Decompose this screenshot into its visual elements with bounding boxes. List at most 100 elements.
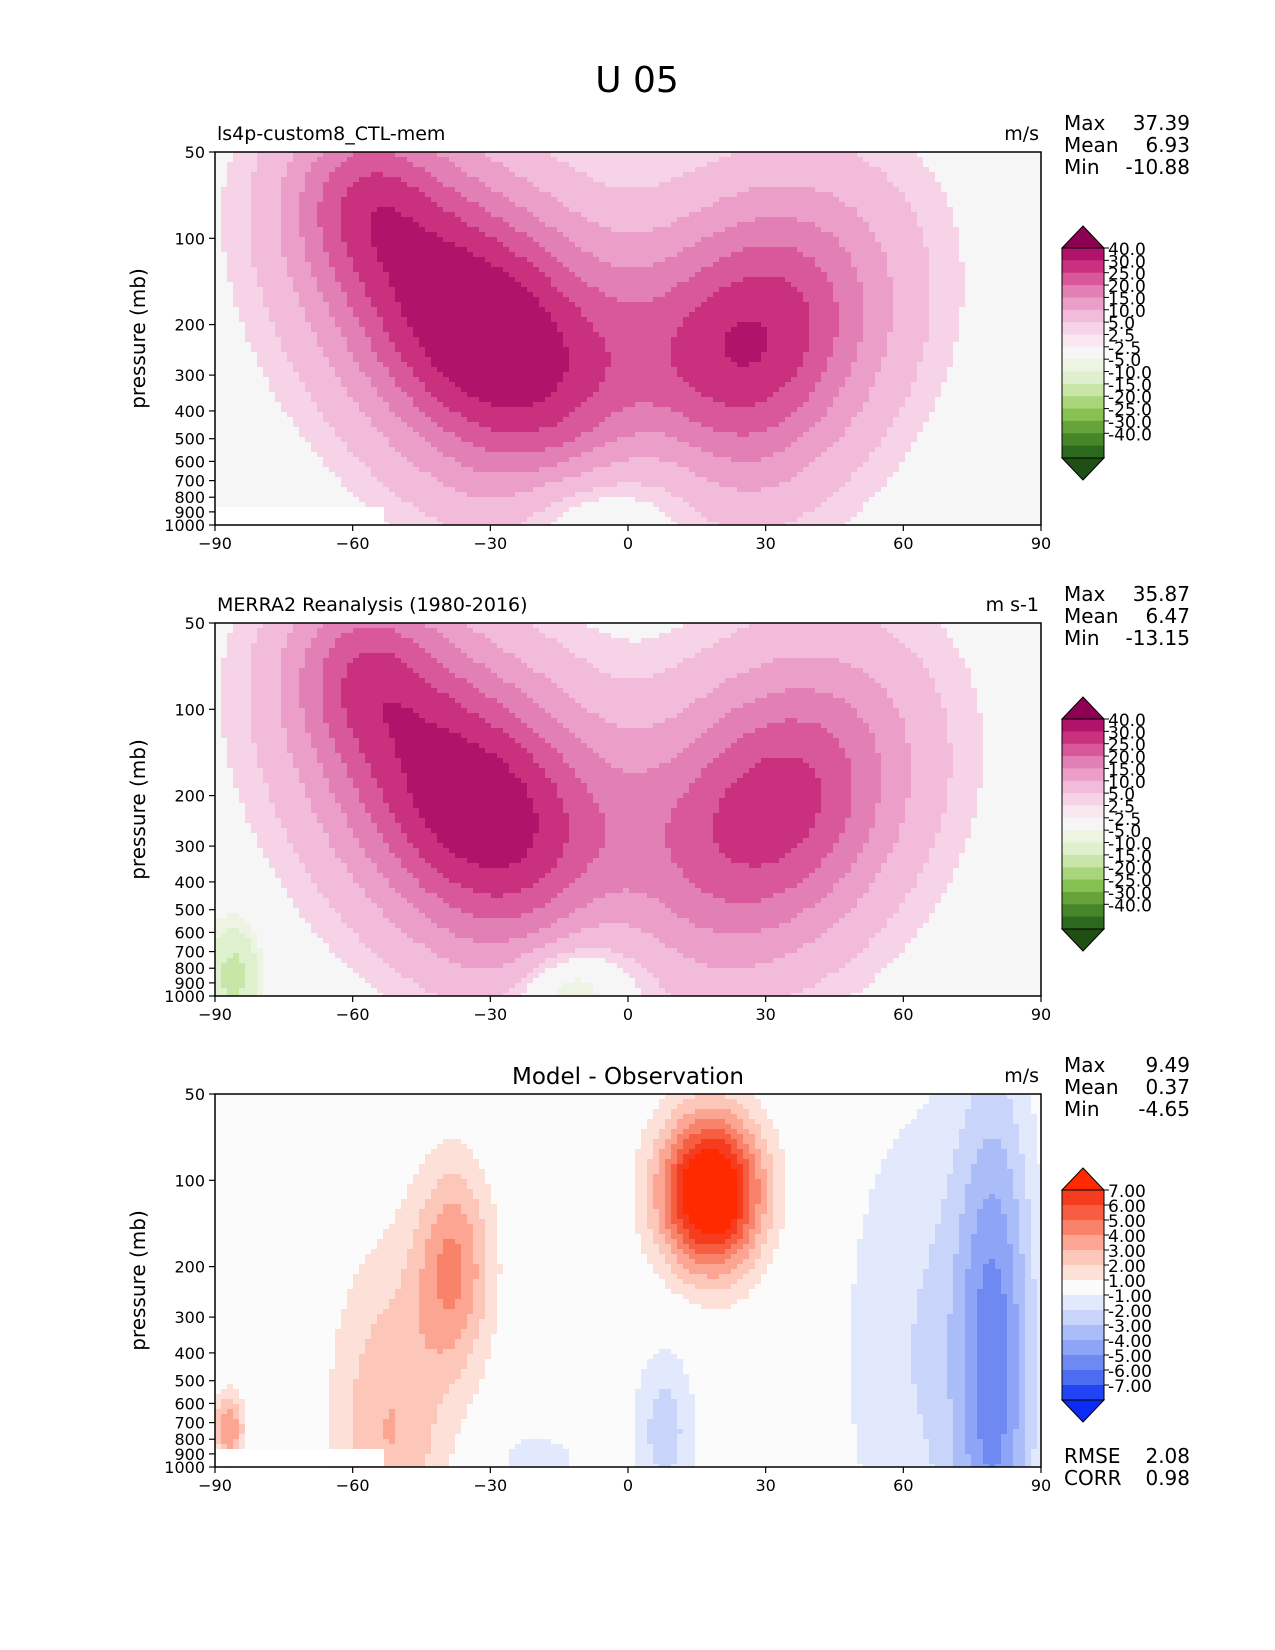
- contour-cell: [911, 252, 918, 258]
- contour-cell: [461, 307, 468, 313]
- contour-cell: [311, 187, 318, 193]
- contour-cell: [563, 317, 570, 323]
- contour-cell: [815, 172, 822, 178]
- contour-cell: [683, 257, 690, 263]
- contour-cell: [785, 167, 792, 173]
- contour-cell: [569, 272, 576, 278]
- contour-cell: [773, 207, 780, 213]
- contour-cell: [953, 282, 960, 288]
- contour-cell: [917, 292, 924, 298]
- contour-cell: [269, 157, 276, 163]
- contour-cell: [863, 152, 870, 158]
- contour-cell: [299, 152, 306, 158]
- contour-cell: [965, 177, 972, 183]
- contour-cell: [545, 262, 552, 268]
- contour-cell: [401, 162, 408, 168]
- contour-cell: [989, 257, 996, 263]
- contour-cell: [557, 197, 564, 203]
- contour-cell: [539, 297, 546, 303]
- contour-cell: [239, 167, 246, 173]
- contour-cell: [863, 297, 870, 303]
- contour-cell: [443, 222, 450, 228]
- contour-cell: [335, 257, 342, 263]
- contour-cell: [965, 182, 972, 188]
- contour-cell: [869, 277, 876, 283]
- contour-cell: [833, 247, 840, 253]
- contour-cell: [287, 172, 294, 178]
- contour-cell: [647, 267, 654, 273]
- contour-cell: [1031, 157, 1038, 163]
- contour-cell: [893, 252, 900, 258]
- contour-cell: [545, 327, 552, 333]
- contour-cell: [227, 207, 234, 213]
- contour-cell: [869, 312, 876, 318]
- contour-cell: [959, 317, 966, 323]
- contour-cell: [617, 237, 624, 243]
- contour-cell: [527, 232, 534, 238]
- contour-cell: [881, 317, 888, 323]
- contour-cell: [269, 202, 276, 208]
- contour-cell: [383, 287, 390, 293]
- contour-cell: [431, 317, 438, 323]
- contour-cell: [287, 217, 294, 223]
- contour-cell: [677, 232, 684, 238]
- contour-cell: [839, 222, 846, 228]
- contour-cell: [611, 247, 618, 253]
- contour-cell: [809, 262, 816, 268]
- contour-cell: [593, 237, 600, 243]
- contour-cell: [719, 227, 726, 233]
- contour-cell: [407, 172, 414, 178]
- contour-cell: [509, 217, 516, 223]
- contour-cell: [521, 192, 528, 198]
- contour-cell: [401, 262, 408, 268]
- contour-cell: [581, 327, 588, 333]
- contour-cell: [461, 172, 468, 178]
- contour-cell: [257, 292, 264, 298]
- contour-cell: [989, 237, 996, 243]
- contour-cell: [317, 267, 324, 273]
- contour-cell: [815, 302, 822, 308]
- contour-cell: [953, 182, 960, 188]
- contour-cell: [497, 292, 504, 298]
- contour-cell: [581, 312, 588, 318]
- contour-cell: [917, 152, 924, 158]
- contour-cell: [539, 322, 546, 328]
- contour-cell: [557, 307, 564, 313]
- contour-cell: [587, 172, 594, 178]
- contour-cell: [281, 242, 288, 248]
- contour-cell: [467, 202, 474, 208]
- contour-cell: [275, 277, 282, 283]
- contour-cell: [503, 222, 510, 228]
- contour-cell: [977, 292, 984, 298]
- contour-cell: [461, 202, 468, 208]
- contour-cell: [911, 227, 918, 233]
- contour-cell: [215, 302, 222, 308]
- contour-cell: [1013, 227, 1020, 233]
- contour-cell: [779, 247, 786, 253]
- contour-cell: [983, 312, 990, 318]
- contour-cell: [797, 227, 804, 233]
- contour-cell: [443, 172, 450, 178]
- contour-cell: [371, 242, 378, 248]
- contour-cell: [665, 237, 672, 243]
- contour-cell: [557, 207, 564, 213]
- contour-cell: [791, 172, 798, 178]
- contour-cell: [233, 262, 240, 268]
- contour-cell: [215, 242, 222, 248]
- contour-cell: [605, 162, 612, 168]
- contour-cell: [803, 302, 810, 308]
- contour-cell: [395, 317, 402, 323]
- contour-cell: [935, 222, 942, 228]
- contour-cell: [629, 297, 636, 303]
- contour-cell: [335, 187, 342, 193]
- contour-cell: [1031, 177, 1038, 183]
- contour-cell: [617, 207, 624, 213]
- contour-cell: [923, 157, 930, 163]
- contour-cell: [317, 277, 324, 283]
- contour-cell: [857, 257, 864, 263]
- contour-cell: [815, 247, 822, 253]
- contour-cell: [641, 157, 648, 163]
- contour-cell: [269, 167, 276, 173]
- contour-cell: [335, 217, 342, 223]
- contour-cell: [509, 282, 516, 288]
